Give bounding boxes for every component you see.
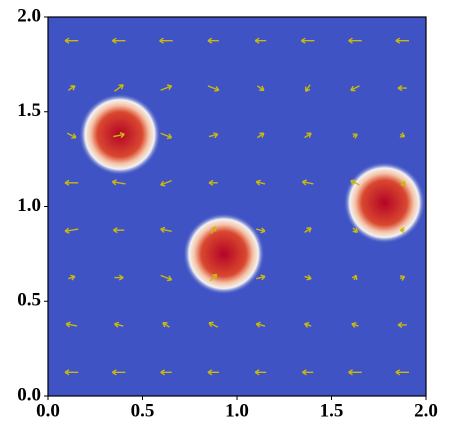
arrow [399,275,406,281]
y-tick-label: 0.0 [17,384,41,405]
arrow [256,274,266,281]
arrow [64,179,79,186]
arrow [160,132,173,140]
arrow [395,37,409,44]
arrow [208,179,218,186]
x-tick-label: 2.0 [414,400,438,421]
arrow [113,321,124,328]
arrow [397,84,407,92]
arrow [351,274,358,281]
arrow [113,227,125,234]
arrow [208,132,219,139]
arrow [300,37,315,44]
arrow [162,322,170,328]
arrow [304,322,312,328]
arrow [255,179,266,186]
arrow [256,227,266,234]
arrow [114,274,124,281]
arrow [351,322,359,328]
arrow [348,37,362,44]
arrow [207,369,219,376]
arrow [254,37,267,44]
blob [182,213,265,295]
arrow [210,226,217,234]
arrow [348,369,362,376]
arrow [254,369,267,376]
arrow [160,369,172,376]
arrow [302,369,314,376]
arrow [304,132,312,139]
arrow [399,227,405,234]
y-tick-label: 2.0 [17,5,41,26]
arrow [207,37,219,44]
arrow [64,369,79,376]
arrow [352,133,358,139]
arrow [159,37,173,44]
y-tick-label: 1.5 [17,100,41,121]
arrow [64,227,79,234]
arrow [399,132,406,138]
arrow [304,274,312,281]
arrow [160,274,173,282]
arrow [350,85,360,92]
arrow [160,84,173,91]
arrow [160,179,172,187]
arrow [160,226,172,233]
arrow [395,369,409,376]
arrow [67,85,76,91]
x-tick-label: 0.5 [131,400,155,421]
arrow [352,227,359,234]
arrow [66,132,77,139]
arrow [398,180,407,186]
arrow [111,179,126,186]
arrow [304,84,311,93]
x-tick-label: 1.0 [225,400,249,421]
arrow [68,274,76,281]
arrow [256,85,265,91]
y-tick-label: 1.0 [17,195,41,216]
arrow [111,37,126,44]
arrow [301,179,314,186]
arrow [397,321,407,329]
arrow [114,84,124,92]
plot [64,37,426,376]
arrow [64,37,79,44]
arrow [208,321,219,328]
arrow [111,369,126,376]
arrow [350,179,360,186]
arrow [113,132,125,139]
y-tick-label: 0.5 [17,290,41,311]
arrow [304,227,312,233]
blob [78,93,161,176]
x-tick-label: 1.5 [320,400,344,421]
arrow [256,132,265,139]
x-tick-label: 0.0 [36,400,60,421]
arrow [65,321,78,328]
arrow [255,321,266,328]
arrow [209,273,218,282]
arrow [207,85,220,92]
